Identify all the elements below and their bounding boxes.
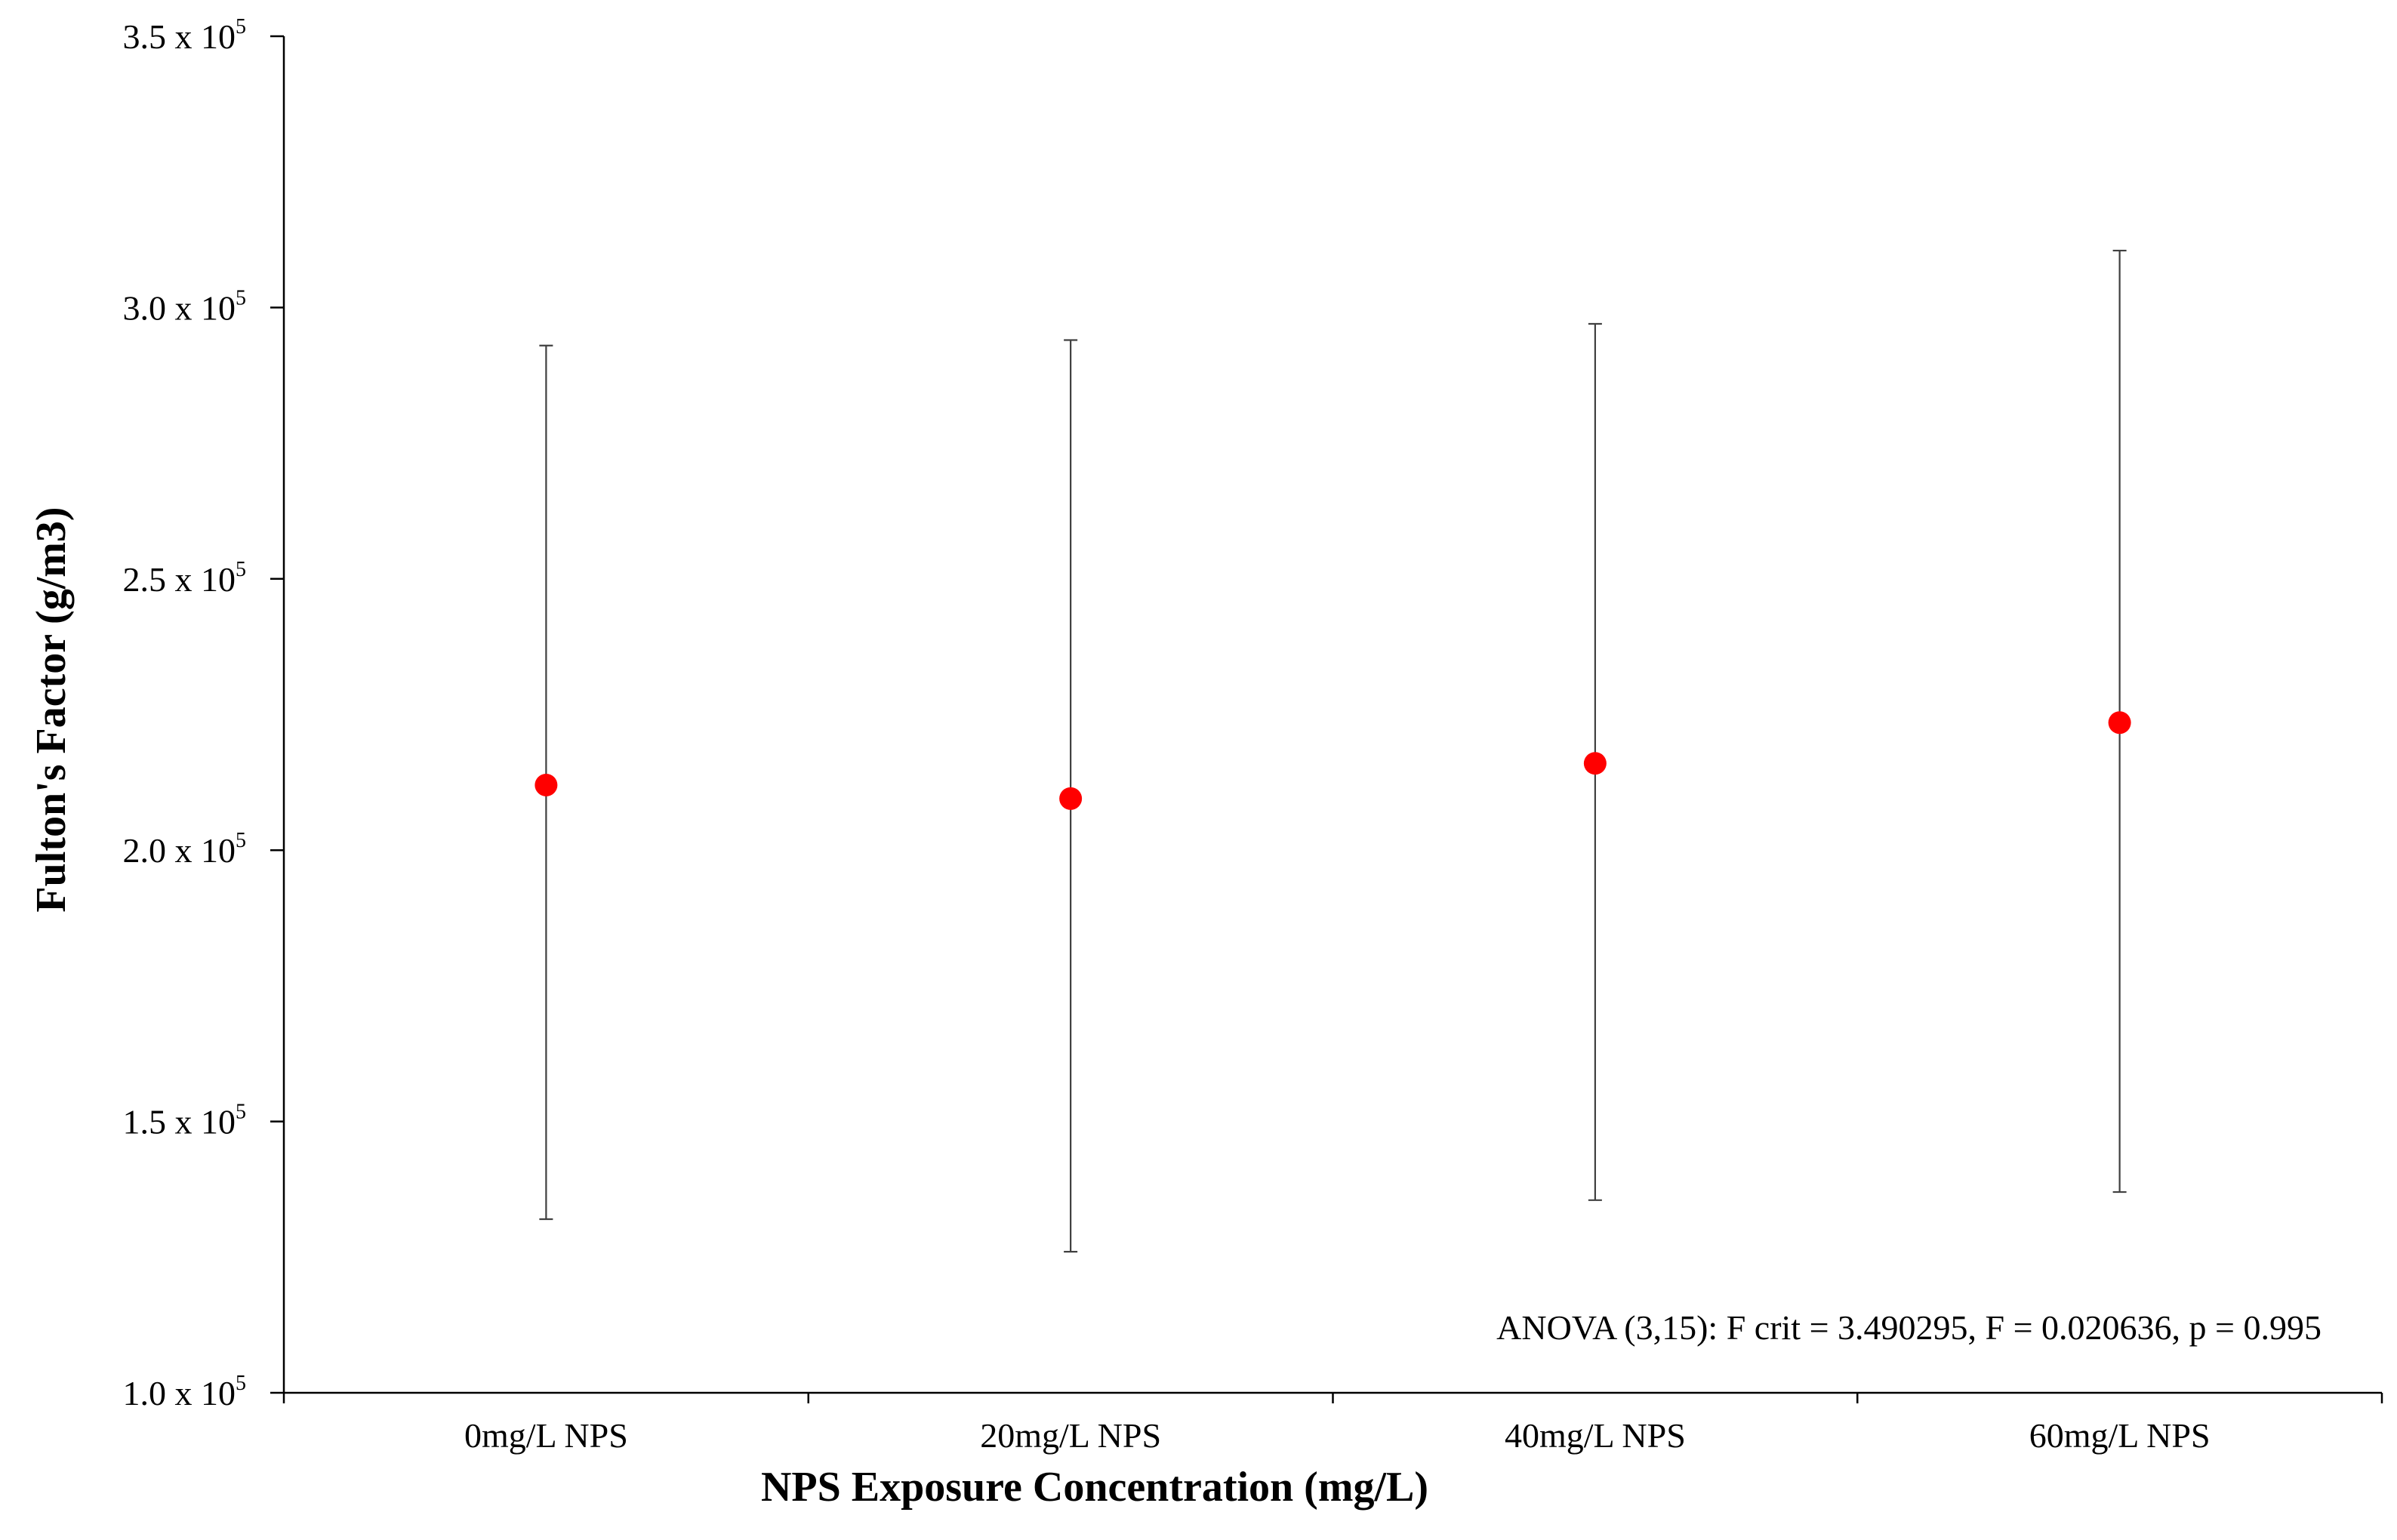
data-point <box>535 773 558 796</box>
y-tick-mantissa: 2.5 x 10 <box>123 560 236 599</box>
y-axis-title: Fulton's Factor (g/m3) <box>28 507 75 912</box>
y-tick-label: 1.0 x 105 <box>123 1372 247 1412</box>
y-tick-exponent: 5 <box>236 829 246 852</box>
data-points <box>535 711 2131 810</box>
y-tick-mantissa: 2.0 x 10 <box>123 831 236 870</box>
y-tick-exponent: 5 <box>236 1372 246 1395</box>
y-tick-mantissa: 1.0 x 10 <box>123 1374 236 1412</box>
y-tick-mantissa: 3.0 x 10 <box>123 288 236 327</box>
y-tick-mantissa: 3.5 x 10 <box>123 17 236 56</box>
y-tick-label: 3.0 x 105 <box>123 286 247 327</box>
y-tick-exponent: 5 <box>236 1101 246 1124</box>
x-axis-title: NPS Exposure Concentration (mg/L) <box>761 1464 1428 1511</box>
y-tick-label: 3.5 x 105 <box>123 15 247 56</box>
y-tick-label: 1.5 x 105 <box>123 1101 247 1141</box>
x-category-label: 40mg/L NPS <box>1505 1416 1686 1455</box>
y-tick-exponent: 5 <box>236 286 246 310</box>
x-category-label: 60mg/L NPS <box>2029 1416 2211 1455</box>
y-tick-label: 2.5 x 105 <box>123 558 247 599</box>
data-point <box>1583 752 1607 775</box>
y-tick-label: 2.0 x 105 <box>123 829 247 870</box>
error-bars <box>539 249 2127 1253</box>
x-category-label: 20mg/L NPS <box>980 1416 1161 1455</box>
y-tick-exponent: 5 <box>236 15 246 38</box>
y-tick-mantissa: 1.5 x 10 <box>123 1103 236 1141</box>
y-tick-exponent: 5 <box>236 558 246 581</box>
anova-annotation: ANOVA (3,15): F crit = 3.490295, F = 0.0… <box>1496 1308 2322 1347</box>
x-axis: 0mg/L NPS 20mg/L NPS 40mg/L NPS 60mg/L NPS <box>282 1391 2383 1455</box>
data-point <box>2108 711 2131 735</box>
x-category-label: 0mg/L NPS <box>464 1416 628 1455</box>
data-point <box>1059 787 1083 810</box>
